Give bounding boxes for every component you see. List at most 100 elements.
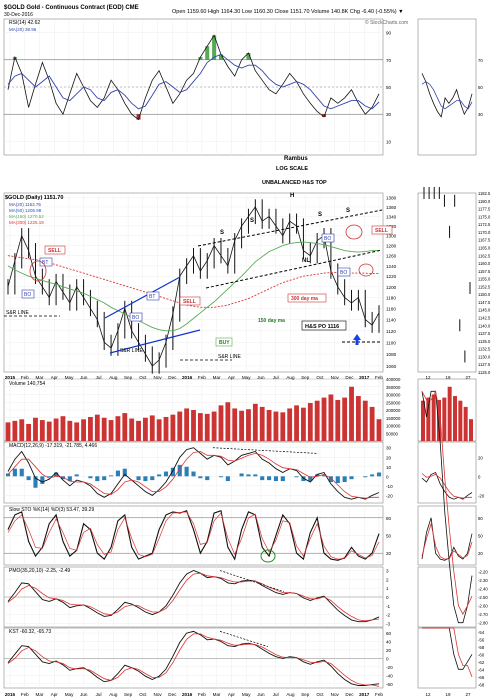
volume-bar [301, 407, 306, 441]
sr-line-label-mid: S&R LINE [120, 348, 143, 354]
macd-histogram-bar [40, 476, 45, 484]
volume-side-bar [437, 399, 441, 441]
price-side-tick: 1142.5 [478, 316, 491, 321]
x-tick-label-price: Sep [301, 375, 310, 380]
volume-side-bar [426, 397, 431, 441]
macd-histogram-bar [74, 474, 79, 477]
side-frame-pmo [417, 566, 477, 628]
side-frame-volume [417, 378, 477, 442]
kst-side-tick: -56 [478, 637, 485, 642]
volume-bar [46, 421, 52, 441]
volume-bar [26, 423, 32, 441]
volume-bar [376, 419, 382, 441]
side-x-label-bottom: 12 [425, 692, 431, 697]
price-side-tick: 1135.0 [478, 339, 491, 344]
macd-histogram-bar [315, 474, 320, 477]
macd-histogram-bar [177, 464, 182, 477]
price-side-tick: 1150.0 [478, 292, 491, 297]
volume-y-tick: 150000 [386, 416, 401, 421]
macd-histogram-bar [198, 476, 203, 479]
price-y-tick: 1160 [386, 306, 396, 311]
volume-bar [94, 414, 100, 441]
macd-side-tick: -20 [478, 493, 485, 498]
x-tick-label-bottom: Sep [124, 692, 133, 697]
kst-y-tick: -40 [386, 673, 393, 678]
x-tick-label-price: Jun [257, 375, 265, 380]
price-y-tick: 1280 [386, 244, 397, 249]
rsi-side-line [421, 73, 473, 118]
macd-side-tick: 0 [478, 474, 481, 479]
bo-label-2: BO [132, 315, 139, 321]
rsi-y-tick: 30 [386, 112, 392, 117]
macd-histogram-bar [12, 468, 17, 477]
sto-y-tick: 20 [386, 551, 392, 556]
pmo-y-tick: 1 [386, 586, 389, 591]
rsi-y-tick: 10 [386, 139, 392, 144]
pmo-legend: PMO(35,20,10) -2.25, -2.49 [9, 568, 70, 574]
pmo-side-tick: -2.70 [478, 612, 488, 617]
macd-histogram-bar [328, 476, 333, 483]
macd-histogram-bar [225, 476, 230, 482]
volume-side-bar [421, 400, 425, 441]
pmo-side-tick: -2.50 [478, 595, 488, 600]
x-tick-label-price: 2016 [182, 375, 193, 380]
rsi-overbought-fill [198, 57, 203, 60]
volume-bar [12, 420, 18, 441]
macd-histogram-bar [363, 476, 368, 478]
macd-histogram-bar [150, 476, 155, 481]
left-shoulder-1-label: S [220, 230, 224, 236]
volume-bar [204, 413, 210, 441]
macd-y-tick: -10 [386, 484, 393, 489]
volume-legend: Volume 140,754 [9, 381, 45, 387]
bo-label-1: BO [24, 292, 31, 298]
x-tick-label-bottom: 2016 [182, 692, 193, 697]
x-tick-label-price: Mar [213, 375, 221, 380]
macd-histogram-bar [95, 476, 100, 482]
price-panel-title: $GOLD (Daily) 1151.70 [5, 195, 63, 201]
price-y-tick: 1080 [386, 352, 397, 357]
x-tick-label-bottom: 2017 [359, 692, 370, 697]
pmo-y-tick: -3 [386, 621, 391, 626]
kst-trendline [219, 631, 269, 647]
price-side-tick: 1160.0 [478, 261, 491, 266]
upper-trendline [197, 209, 383, 247]
kst-y-tick: 60 [386, 631, 392, 636]
volume-side-bar [463, 406, 468, 441]
price-y-tick: 1120 [386, 329, 396, 334]
panel-frame-price [3, 192, 384, 373]
x-tick-label-bottom: Apr [51, 692, 59, 697]
x-tick-label-price: Nov [154, 375, 163, 380]
neckline [205, 249, 383, 289]
x-tick-label-price: Feb [21, 375, 29, 380]
price-side-tick: 1165.0 [478, 245, 491, 250]
x-tick-label-bottom: May [65, 692, 74, 697]
price-side-tick: 1155.0 [478, 277, 491, 282]
pmo-side-tick: -2.60 [478, 604, 488, 609]
kst-legend: KST -60.32, -65.73 [9, 629, 51, 635]
x-tick-label-price: May [65, 375, 74, 380]
sto-y-tick: 80 [386, 516, 392, 521]
volume-y-tick: 100000 [386, 424, 401, 429]
rsi-side-tick: 30 [478, 112, 483, 117]
macd-histogram-bar [47, 476, 52, 478]
price-y-tick: 1100 [386, 340, 396, 345]
price-side-tick: 1157.5 [478, 269, 491, 274]
price-side-tick: 1175.0 [478, 214, 491, 219]
x-tick-label-bottom: Oct [139, 692, 147, 697]
macd-histogram-bar [370, 474, 375, 477]
macd-histogram-bar [205, 476, 210, 481]
macd-histogram-bar [5, 473, 11, 477]
side-x-label-bottom: 27 [465, 692, 471, 697]
x-tick-label-bottom: Feb [375, 692, 383, 697]
chart-date: 30-Dec-2016 [4, 12, 33, 18]
price-side-tick: 1137.5 [478, 331, 491, 336]
macd-histogram-bar [67, 476, 72, 482]
price-legend-ma150: MA(150) 1270.52 [9, 214, 44, 219]
rsi-side-tick: 50 [478, 85, 483, 90]
price-y-tick: 1380 [386, 196, 397, 201]
sr-line-label-left: S&R LINE [6, 310, 29, 316]
pmo-line [7, 570, 380, 623]
panel-frame-kst [3, 627, 384, 689]
volume-bar [74, 422, 80, 441]
sell-circle-3 [358, 263, 374, 277]
